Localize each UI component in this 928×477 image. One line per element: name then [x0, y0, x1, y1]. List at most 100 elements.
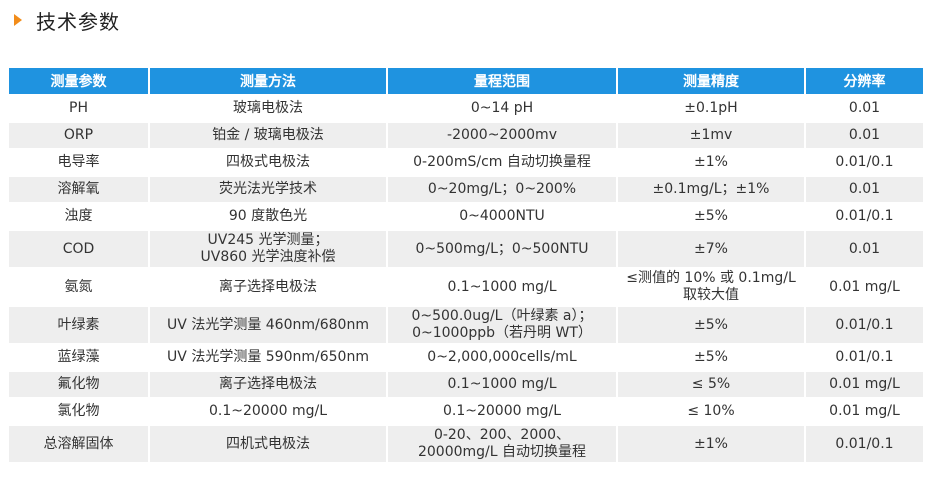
- cell-text-line: 0~500.0ug/L（叶绿素 a）；: [411, 308, 593, 324]
- cell-text-line: 铂金 / 玻璃电极法: [212, 127, 324, 143]
- table-row: 溶解氧 荧光法光学技术 0~20mg/L；0~200% ±0.1mg/L；±1% 0.0…: [9, 175, 923, 203]
- cell-method: 0.1~20000 mg/L: [149, 397, 388, 425]
- cell-method: UV 法光学测量 460nm/680nm: [149, 305, 388, 344]
- cell-accuracy: ≤ 10%: [617, 397, 806, 425]
- cell-text-line: 0.01: [848, 127, 881, 143]
- cell-text-line: 0.01/0.1: [835, 208, 894, 224]
- cell-text-line: ≤ 5%: [691, 376, 731, 392]
- cell-text-line: -2000~2000mv: [447, 127, 557, 143]
- cell-resolution: 0.01/0.1: [805, 148, 923, 176]
- cell-accuracy: ±5%: [617, 343, 806, 371]
- table-row: PH 玻璃电极法 0~14 pH ±0.1pH 0.01: [9, 94, 923, 122]
- cell-parameter: 电导率: [9, 148, 150, 176]
- cell-text-line: 叶绿素: [57, 316, 100, 333]
- spec-table: 测量参数 测量方法 量程范围 测量精度 分辨率 PH 玻璃电极法 0~14 pH ±0…: [9, 68, 923, 462]
- cell-text-line: 离子选择电极法: [219, 278, 317, 295]
- cell-text-line: 氟化物: [57, 376, 100, 392]
- cell-text-line: 0.01 mg/L: [829, 376, 900, 392]
- cell-resolution: 0.01 mg/L: [805, 267, 923, 306]
- cell-accuracy: ±0.1mg/L；±1%: [617, 175, 806, 203]
- cell-text-line: ORP: [63, 127, 94, 143]
- cell-text-line: UV 法光学测量 590nm/650nm: [167, 349, 369, 365]
- cell-range: 0-20、200、2000、 20000mg/L 自动切换量程: [387, 424, 618, 462]
- cell-text-line: 0.1~20000 mg/L: [208, 403, 328, 419]
- section-heading: 技术参数: [14, 4, 120, 36]
- cell-range: 0~4000NTU: [387, 202, 618, 230]
- cell-text-line: 0~14 pH: [470, 100, 534, 116]
- cell-parameter: 浊度: [9, 202, 150, 230]
- table-row: 总溶解固体 四机式电极法 0-20、200、2000、 20000mg/L 自动切换量…: [9, 424, 923, 462]
- cell-text-line: ±1%: [694, 435, 728, 452]
- cell-resolution: 0.01: [805, 229, 923, 268]
- cell-range: 0.1~1000 mg/L: [387, 267, 618, 306]
- cell-text-line: 取较大值: [683, 287, 739, 303]
- cell-method: 玻璃电极法: [149, 94, 388, 122]
- cell-text-line: COD: [62, 240, 95, 257]
- cell-parameter: 氨氮: [9, 267, 150, 306]
- cell-method: 荧光法光学技术: [149, 175, 388, 203]
- cell-text-line: 20000mg/L 自动切换量程: [417, 444, 587, 460]
- cell-text-line: UV 法光学测量 460nm/680nm: [167, 316, 369, 333]
- cell-range: 0~500mg/L；0~500NTU: [387, 229, 618, 268]
- cell-text-line: 0.01 mg/L: [829, 278, 900, 295]
- cell-text-line: ±0.1mg/L；±1%: [652, 181, 770, 197]
- cell-accuracy: ±1%: [617, 148, 806, 176]
- cell-parameter: 溶解氧: [9, 175, 150, 203]
- cell-parameter: 总溶解固体: [9, 424, 150, 462]
- cell-text-line: 0~2,000,000cells/mL: [427, 349, 577, 365]
- cell-text-line: 四机式电极法: [226, 435, 310, 452]
- cell-resolution: 0.01/0.1: [805, 305, 923, 344]
- cell-text-line: 0-200mS/cm 自动切换量程: [413, 154, 591, 170]
- cell-text-line: 四极式电极法: [226, 154, 310, 170]
- cell-text-line: 0.01: [848, 181, 881, 197]
- cell-range: 0-200mS/cm 自动切换量程: [387, 148, 618, 176]
- cell-resolution: 0.01 mg/L: [805, 370, 923, 398]
- cell-text-line: 0~1000ppb（若丹明 WT）: [412, 325, 592, 341]
- cell-range: 0.1~1000 mg/L: [387, 370, 618, 398]
- cell-text-line: 浊度: [64, 208, 93, 224]
- header-parameter: 测量参数: [9, 68, 150, 95]
- cell-range: 0~500.0ug/L（叶绿素 a）； 0~1000ppb（若丹明 WT）: [387, 305, 618, 344]
- cell-resolution: 0.01: [805, 175, 923, 203]
- cell-text-line: ≤测值的 10% 或 0.1mg/L: [626, 270, 796, 286]
- cell-text-line: PH: [69, 100, 88, 116]
- cell-text-line: UV860 光学浊度补偿: [200, 249, 336, 265]
- cell-text-line: 电导率: [57, 154, 100, 170]
- cell-text-line: ≤ 10%: [687, 403, 735, 419]
- cell-text-line: 0-20、200、2000、: [433, 427, 571, 443]
- cell-text-line: 0.1~20000 mg/L: [442, 403, 562, 419]
- table-row: 叶绿素 UV 法光学测量 460nm/680nm 0~500.0ug/L（叶绿素 a…: [9, 305, 923, 344]
- cell-method: 四机式电极法: [149, 424, 388, 462]
- cell-text-line: ±5%: [694, 316, 728, 333]
- cell-text-line: 0.01/0.1: [835, 154, 894, 170]
- cell-accuracy: ±5%: [617, 305, 806, 344]
- table-row: 氯化物 0.1~20000 mg/L 0.1~20000 mg/L ≤ 10% 0.01…: [9, 397, 923, 425]
- cell-accuracy: ±7%: [617, 229, 806, 268]
- cell-text-line: 90 度散色光: [228, 208, 308, 224]
- table-row: 氟化物 离子选择电极法 0.1~1000 mg/L ≤ 5% 0.01 mg/L: [9, 370, 923, 398]
- cell-range: 0~20mg/L；0~200%: [387, 175, 618, 203]
- table-row: 蓝绿藻 UV 法光学测量 590nm/650nm 0~2,000,000cells/…: [9, 343, 923, 371]
- cell-parameter: 叶绿素: [9, 305, 150, 344]
- cell-method: 离子选择电极法: [149, 370, 388, 398]
- cell-range: 0~2,000,000cells/mL: [387, 343, 618, 371]
- cell-text-line: 0.01: [848, 240, 881, 257]
- triangle-bullet-icon: [14, 14, 22, 26]
- cell-accuracy: ≤ 5%: [617, 370, 806, 398]
- cell-range: 0.1~20000 mg/L: [387, 397, 618, 425]
- cell-parameter: COD: [9, 229, 150, 268]
- cell-method: 90 度散色光: [149, 202, 388, 230]
- cell-text-line: 蓝绿藻: [57, 349, 100, 365]
- cell-method: 铂金 / 玻璃电极法: [149, 121, 388, 149]
- cell-text-line: 0.01: [848, 100, 881, 116]
- cell-text-line: 0.1~1000 mg/L: [447, 278, 557, 295]
- cell-text-line: 氯化物: [57, 403, 100, 419]
- table-row: ORP 铂金 / 玻璃电极法 -2000~2000mv ±1mv 0.01: [9, 121, 923, 149]
- cell-resolution: 0.01/0.1: [805, 424, 923, 462]
- cell-text-line: 0.01/0.1: [835, 435, 894, 452]
- cell-resolution: 0.01 mg/L: [805, 397, 923, 425]
- cell-text-line: 荧光法光学技术: [219, 181, 317, 197]
- cell-text-line: 0.01/0.1: [835, 316, 894, 333]
- cell-text-line: UV245 光学测量；: [207, 232, 329, 248]
- cell-text-line: ±7%: [694, 240, 728, 257]
